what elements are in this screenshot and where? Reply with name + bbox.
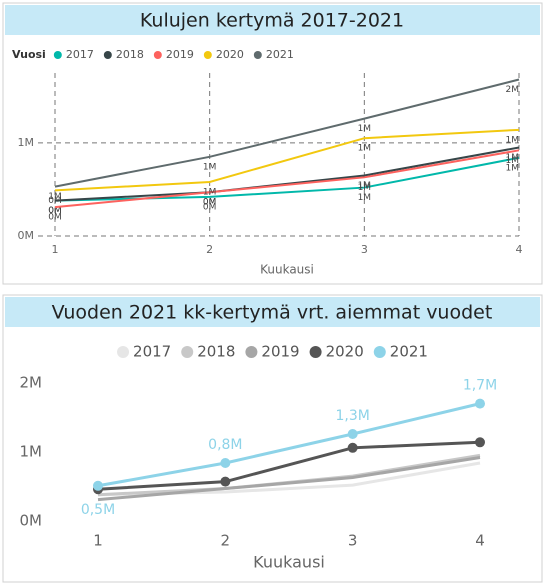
chart-title: Vuoden 2021 kk-kertymä vrt. aiemmat vuod… — [52, 302, 493, 324]
panel — [2, 294, 543, 583]
series-line — [54, 78, 520, 188]
data-label: 1,3M — [335, 408, 369, 424]
data-point — [220, 458, 231, 468]
data-label: 1M — [203, 187, 217, 197]
x-tick-label: 4 — [516, 243, 523, 256]
data-label: 1,7M — [463, 378, 497, 394]
x-tick-label: 2 — [221, 532, 231, 550]
legend-marker — [203, 51, 212, 59]
data-point — [475, 437, 485, 448]
legend-marker — [53, 51, 62, 59]
legend-title: Vuosi — [12, 48, 46, 61]
x-tick-label: 3 — [361, 243, 368, 256]
data-point — [347, 442, 358, 453]
data-label: 1M — [203, 162, 217, 172]
data-label: 0M — [48, 213, 62, 223]
x-axis-label: Kuukausi — [260, 263, 314, 277]
legend-label: 2017 — [66, 48, 94, 61]
x-tick-label: 1 — [52, 243, 59, 256]
series-line — [97, 455, 481, 502]
data-label: 0M — [48, 196, 62, 206]
data-label: 2M — [506, 85, 520, 95]
x-tick-label: 1 — [93, 532, 103, 550]
data-label: 1M — [506, 156, 520, 166]
legend-label: 2021 — [390, 343, 428, 361]
data-label: 0,5M — [81, 502, 115, 518]
data-label: 0M — [203, 202, 217, 212]
title-bar — [5, 5, 540, 35]
title-bar — [5, 297, 540, 327]
legend-marker — [103, 51, 112, 59]
data-label: 1M — [358, 124, 372, 134]
legend-label: 2019 — [166, 48, 194, 61]
data-label: 1M — [506, 135, 520, 145]
legend-label: 2020 — [216, 48, 244, 61]
data-label: 1M — [506, 163, 520, 173]
data-point — [220, 476, 231, 487]
legend-marker — [153, 51, 162, 59]
data-point — [475, 398, 485, 409]
legend-marker — [253, 51, 262, 59]
data-label: 1M — [48, 192, 62, 202]
data-label: 1M — [358, 181, 372, 191]
y-tick-label: 2M — [20, 373, 43, 391]
y-tick-label: 1M — [20, 442, 43, 460]
legend-marker — [309, 346, 322, 358]
data-point — [347, 429, 358, 439]
x-axis-label: Kuukausi — [253, 553, 325, 572]
data-label: 0,8M — [208, 437, 242, 453]
series-line — [97, 440, 481, 491]
legend-marker — [373, 346, 386, 358]
series-line — [54, 128, 520, 192]
legend-label: 2018 — [116, 48, 144, 61]
legend-label: 2020 — [326, 343, 364, 361]
legend-marker — [117, 346, 130, 358]
data-label: 0M — [203, 198, 217, 208]
y-tick-label: 0M — [18, 229, 35, 242]
data-label: 1M — [358, 183, 372, 193]
series-line — [54, 149, 520, 209]
data-label: 0M — [48, 206, 62, 216]
x-tick-label: 4 — [475, 532, 485, 550]
panel — [2, 2, 543, 285]
legend-marker — [245, 346, 258, 358]
data-label: 0M — [203, 198, 217, 208]
y-tick-label: 1M — [18, 136, 35, 149]
data-label: 1M — [506, 153, 520, 163]
data-label: 0M — [48, 206, 62, 216]
legend-label: 2019 — [261, 343, 299, 361]
legend-marker — [181, 346, 194, 358]
legend-label: 2018 — [197, 343, 235, 361]
chart-title: Kulujen kertymä 2017-2021 — [140, 10, 404, 32]
series-line — [97, 402, 481, 488]
data-label: 1M — [358, 144, 372, 154]
legend-label: 2021 — [266, 48, 294, 61]
legend-label: 2017 — [133, 343, 171, 361]
data-label: 1M — [358, 193, 372, 203]
x-tick-label: 3 — [348, 532, 358, 550]
y-tick-label: 0M — [20, 512, 43, 530]
data-point — [93, 480, 103, 491]
x-tick-label: 2 — [206, 243, 213, 256]
